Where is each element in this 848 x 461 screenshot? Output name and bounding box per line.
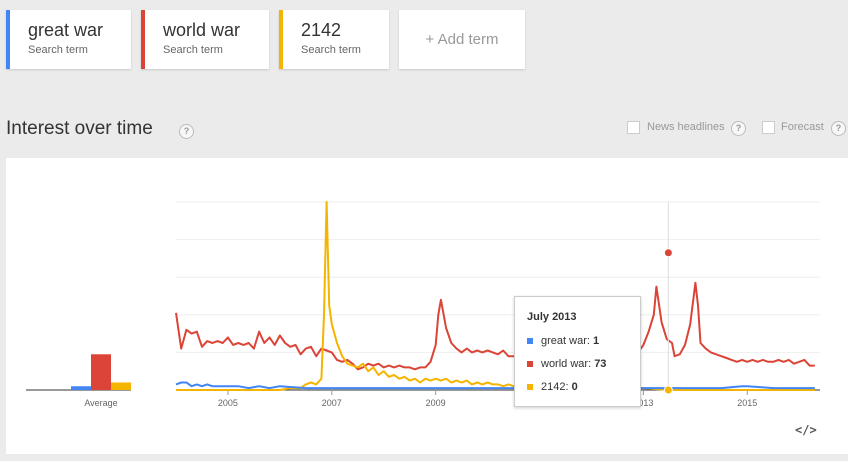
help-icon[interactable]: ? [179, 124, 194, 139]
term-sublabel: Search term [163, 44, 223, 56]
add-term-button[interactable]: + Add term [399, 10, 525, 69]
tooltip-row-value: 73 [594, 358, 607, 370]
tooltip-row-label: world war: [541, 358, 595, 370]
tooltip-row-value: 0 [571, 381, 578, 393]
chart-panel [6, 158, 848, 454]
tooltip-row-label: 2142: [541, 381, 572, 393]
term-label: great war [28, 20, 104, 40]
term-card-great-war[interactable]: great war Search term [6, 10, 131, 69]
news-headlines-help-icon[interactable]: ? [731, 121, 746, 136]
term-card-2142[interactable]: 2142 Search term [279, 10, 389, 69]
chart-tooltip: July 2013 great war: 1 world war: 73 214… [514, 296, 641, 407]
section-title: Interest over time [6, 118, 153, 139]
tooltip-row-2142: 2142: 0 [527, 381, 640, 393]
forecast-label: Forecast [781, 121, 824, 133]
term-sublabel: Search term [301, 44, 361, 56]
tooltip-row-world-war: world war: 73 [527, 358, 640, 370]
tooltip-title: July 2013 [527, 311, 577, 323]
embed-code-icon[interactable]: </> [795, 423, 817, 437]
tooltip-row-value: 1 [592, 335, 600, 347]
forecast-checkbox[interactable] [762, 121, 775, 134]
legend-swatch [527, 361, 533, 367]
tooltip-row-label: great war: [541, 335, 593, 347]
term-label: world war [163, 20, 241, 40]
news-headlines-label: News headlines [647, 121, 725, 133]
term-card-world-war[interactable]: world war Search term [141, 10, 269, 69]
legend-swatch [527, 384, 533, 390]
forecast-help-icon[interactable]: ? [831, 121, 846, 136]
term-sublabel: Search term [28, 44, 88, 56]
term-label: 2142 [301, 20, 342, 40]
legend-swatch [527, 338, 533, 344]
news-headlines-checkbox[interactable] [627, 121, 640, 134]
tooltip-row-great-war: great war: 1 [527, 335, 640, 347]
